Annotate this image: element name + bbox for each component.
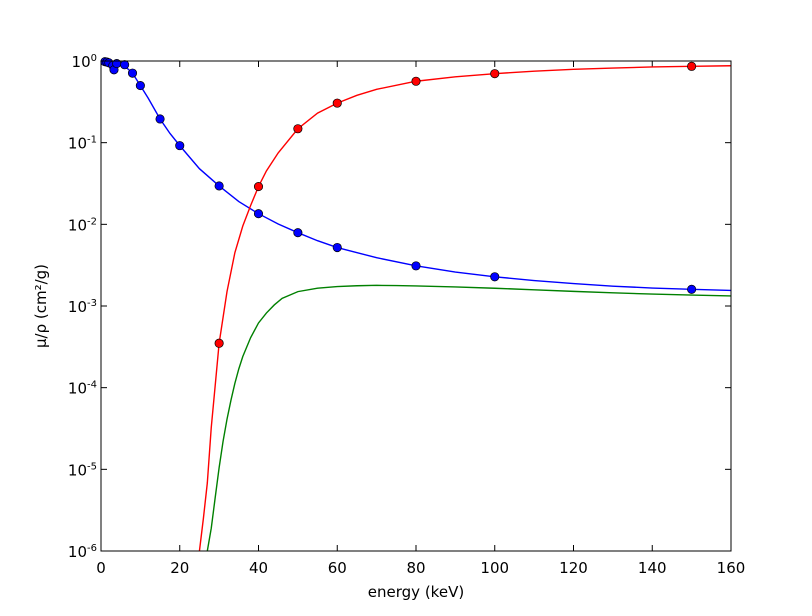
- marker-layer: [100, 57, 697, 348]
- x-tick-label: 100: [480, 559, 509, 577]
- plot-frame: [100, 60, 732, 552]
- data-point-series-2: [332, 98, 342, 108]
- x-tick-label: 60: [328, 559, 347, 577]
- plot-background: [101, 61, 731, 551]
- x-tick-label: 0: [96, 559, 106, 577]
- data-point-series-2: [253, 182, 264, 192]
- data-point-series-1: [687, 284, 697, 294]
- data-point-series-1: [155, 114, 165, 124]
- data-point-series-1: [253, 209, 264, 219]
- y-tick-label: 10-6: [68, 543, 97, 561]
- x-tick-label: 160: [717, 559, 746, 577]
- x-tick-label: 40: [249, 559, 268, 577]
- data-point-series-1: [293, 228, 303, 238]
- y-tick-label: 10-1: [68, 135, 97, 153]
- x-axis-ticks: 0 20 40 60 80 100 120 140 160: [96, 61, 745, 577]
- data-point-series-1: [135, 81, 145, 91]
- data-point-series-1: [127, 68, 138, 78]
- y-tick-label: 100: [72, 53, 97, 71]
- data-point-series-2: [411, 76, 421, 86]
- x-tick-label: 20: [170, 559, 189, 577]
- y-tick-label: 10-3: [68, 298, 97, 316]
- data-point-series-1: [411, 261, 421, 271]
- data-point-series-2: [490, 69, 500, 79]
- y-tick-label: 10-5: [68, 461, 97, 479]
- data-point-series-2: [214, 338, 224, 348]
- y-tick-label: 10-2: [68, 216, 97, 234]
- y-axis-ticks: 100 10-1 10-2 10-3 10-4 10-5 10-6: [68, 53, 731, 561]
- x-tick-label: 120: [559, 559, 588, 577]
- data-point-series-1: [175, 141, 185, 151]
- data-point-series-1: [120, 60, 130, 70]
- x-tick-label: 80: [406, 559, 425, 577]
- x-tick-label: 140: [638, 559, 667, 577]
- data-point-series-1: [490, 272, 500, 282]
- data-point-series-2: [687, 61, 697, 71]
- data-point-series-2: [293, 124, 303, 134]
- data-point-series-1: [214, 181, 224, 191]
- series-line-3: [206, 284, 731, 551]
- data-point-series-1: [332, 242, 342, 253]
- x-axis-label: energy (keV): [368, 583, 464, 601]
- y-axis-label: μ/ρ (cm²/g): [32, 264, 50, 348]
- y-tick-label: 10-4: [68, 380, 97, 398]
